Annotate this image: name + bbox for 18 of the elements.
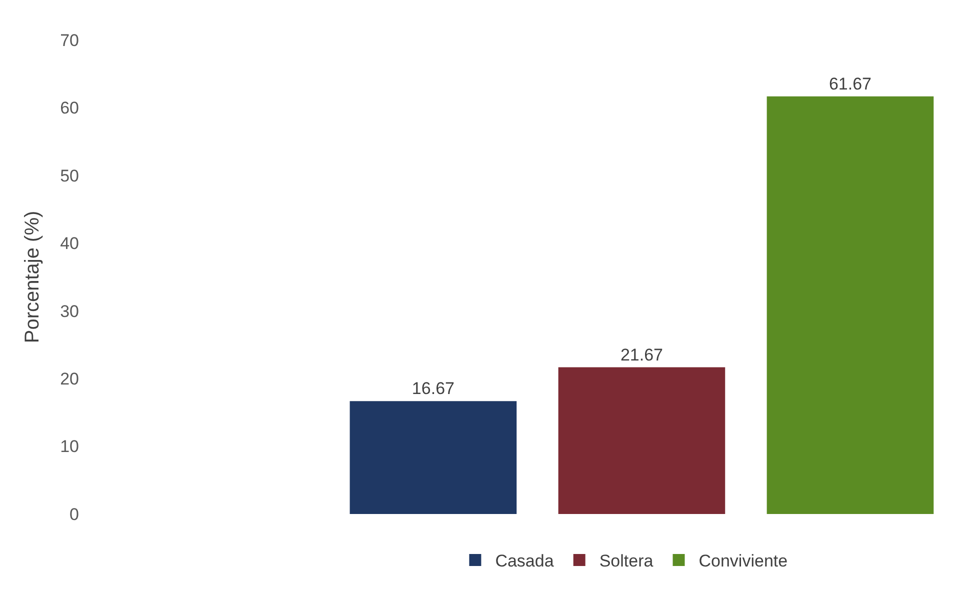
legend-label: Casada (495, 552, 554, 571)
y-tick-label: 30 (60, 302, 79, 321)
y-tick-label: 20 (60, 370, 79, 389)
data-label: 61.67 (828, 74, 872, 94)
data-label: 21.67 (620, 345, 663, 364)
legend-label: Conviviente (698, 552, 788, 571)
data-label: 16.67 (412, 379, 454, 398)
bar (766, 96, 934, 514)
bar (558, 367, 726, 514)
legend-label: Soltera (599, 552, 654, 571)
y-tick-label: 10 (60, 437, 79, 456)
bar (350, 401, 517, 514)
y-tick-label: 0 (70, 504, 79, 524)
y-tick-label: 60 (60, 98, 79, 118)
y-tick-label: 40 (60, 234, 79, 254)
y-tick-label: 50 (60, 166, 79, 186)
y-tick-label: 70 (60, 30, 79, 50)
y-axis-title: Porcentaje (%) (22, 210, 44, 344)
